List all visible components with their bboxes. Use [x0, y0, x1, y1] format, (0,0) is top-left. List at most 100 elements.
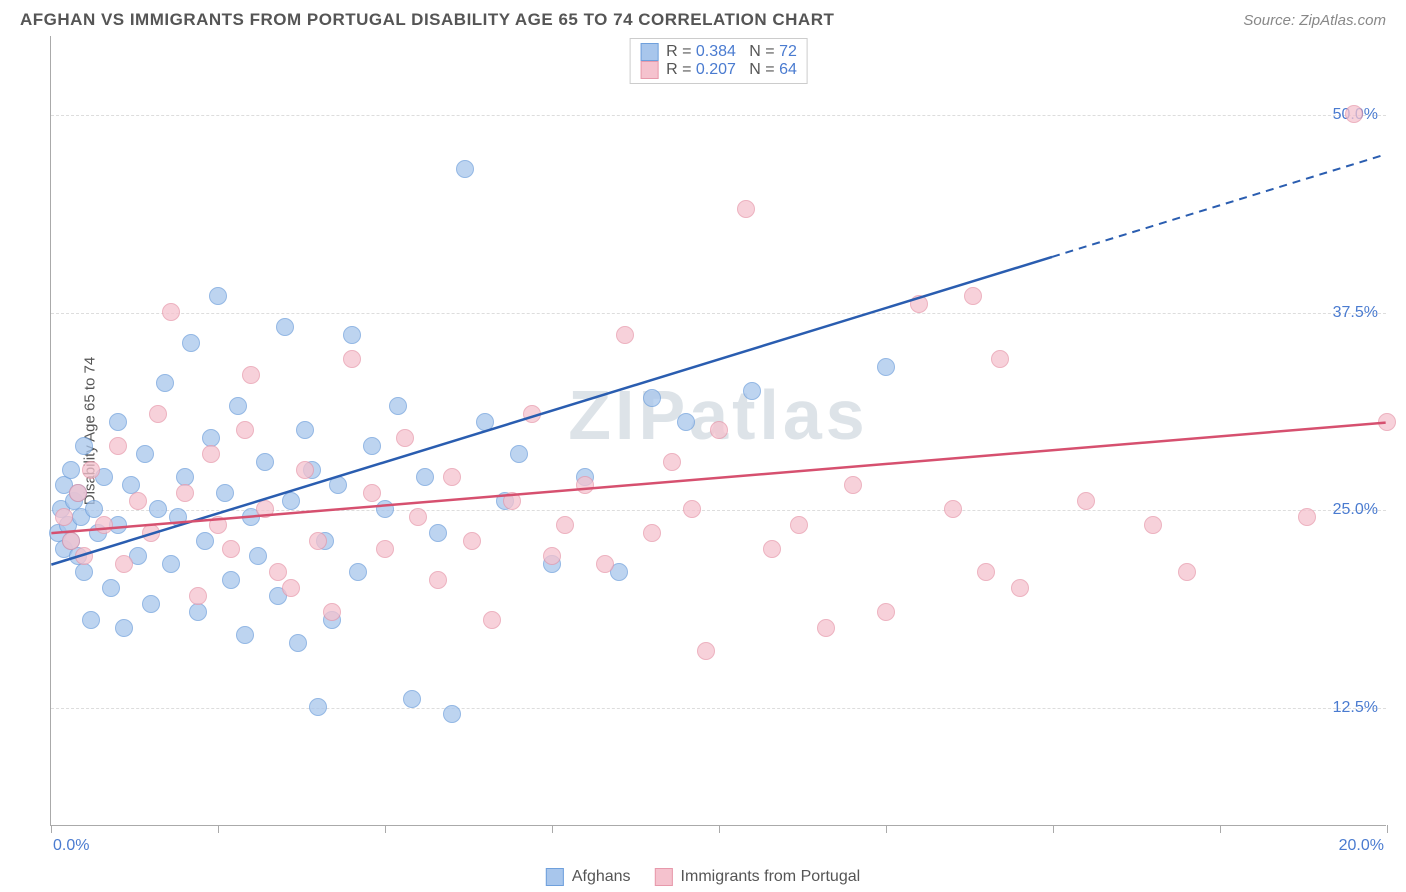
data-point [242, 366, 260, 384]
scatter-chart: Disability Age 65 to 74 ZIPatlas R = 0.3… [50, 36, 1386, 826]
data-point [222, 571, 240, 589]
data-point [616, 326, 634, 344]
data-point [1378, 413, 1396, 431]
legend-stats: R = 0.384 N = 72 [666, 43, 797, 61]
x-tick [385, 825, 386, 833]
data-point [677, 413, 695, 431]
data-point [249, 547, 267, 565]
y-tick-label: 37.5% [1333, 304, 1378, 322]
data-point [256, 453, 274, 471]
data-point [289, 634, 307, 652]
data-point [376, 540, 394, 558]
data-point [409, 508, 427, 526]
data-point [743, 382, 761, 400]
data-point [1144, 516, 1162, 534]
data-point [296, 421, 314, 439]
chart-header: AFGHAN VS IMMIGRANTS FROM PORTUGAL DISAB… [0, 0, 1406, 36]
data-point [149, 405, 167, 423]
data-point [182, 334, 200, 352]
legend-row: R = 0.384 N = 72 [640, 43, 797, 61]
data-point [483, 611, 501, 629]
legend-swatch [640, 61, 658, 79]
data-point [115, 555, 133, 573]
data-point [910, 295, 928, 313]
data-point [543, 547, 561, 565]
data-point [343, 326, 361, 344]
data-point [82, 611, 100, 629]
data-point [162, 303, 180, 321]
data-point [202, 445, 220, 463]
x-tick [51, 825, 52, 833]
x-tick [218, 825, 219, 833]
x-tick [719, 825, 720, 833]
data-point [363, 484, 381, 502]
y-tick-label: 25.0% [1333, 501, 1378, 519]
data-point [416, 468, 434, 486]
data-point [877, 358, 895, 376]
data-point [142, 595, 160, 613]
data-point [216, 484, 234, 502]
data-point [269, 563, 287, 581]
data-point [710, 421, 728, 439]
data-point [443, 705, 461, 723]
data-point [75, 563, 93, 581]
gridline [51, 115, 1386, 116]
source-name: ZipAtlas.com [1299, 12, 1386, 29]
data-point [102, 579, 120, 597]
watermark: ZIPatlas [568, 375, 868, 455]
gridline [51, 708, 1386, 709]
data-point [429, 571, 447, 589]
data-point [156, 374, 174, 392]
series-legend-item: Immigrants from Portugal [655, 868, 861, 886]
x-tick [552, 825, 553, 833]
data-point [75, 437, 93, 455]
series-name: Immigrants from Portugal [681, 868, 861, 886]
data-point [343, 350, 361, 368]
source-attribution: Source: ZipAtlas.com [1243, 12, 1386, 29]
data-point [463, 532, 481, 550]
legend-stats: R = 0.207 N = 64 [666, 61, 797, 79]
data-point [596, 555, 614, 573]
data-point [1077, 492, 1095, 510]
x-tick-label: 20.0% [1339, 837, 1384, 855]
source-prefix: Source: [1243, 12, 1299, 29]
data-point [189, 587, 207, 605]
data-point [844, 476, 862, 494]
data-point [576, 476, 594, 494]
data-point [209, 287, 227, 305]
data-point [189, 603, 207, 621]
data-point [964, 287, 982, 305]
data-point [229, 397, 247, 415]
data-point [222, 540, 240, 558]
data-point [236, 421, 254, 439]
data-point [256, 500, 274, 518]
data-point [376, 500, 394, 518]
data-point [323, 603, 341, 621]
chart-title: AFGHAN VS IMMIGRANTS FROM PORTUGAL DISAB… [20, 10, 834, 30]
data-point [62, 532, 80, 550]
data-point [363, 437, 381, 455]
data-point [349, 563, 367, 581]
data-point [176, 484, 194, 502]
data-point [169, 508, 187, 526]
data-point [282, 579, 300, 597]
data-point [149, 500, 167, 518]
x-tick [886, 825, 887, 833]
data-point [556, 516, 574, 534]
data-point [991, 350, 1009, 368]
data-point [162, 555, 180, 573]
data-point [136, 445, 154, 463]
trend-line-extrapolated [1052, 154, 1386, 257]
data-point [309, 698, 327, 716]
data-point [1298, 508, 1316, 526]
data-point [109, 437, 127, 455]
data-point [443, 468, 461, 486]
data-point [790, 516, 808, 534]
legend-swatch [640, 43, 658, 61]
data-point [115, 619, 133, 637]
trend-line [51, 257, 1052, 565]
data-point [429, 524, 447, 542]
series-name: Afghans [572, 868, 631, 886]
x-tick [1053, 825, 1054, 833]
data-point [196, 532, 214, 550]
